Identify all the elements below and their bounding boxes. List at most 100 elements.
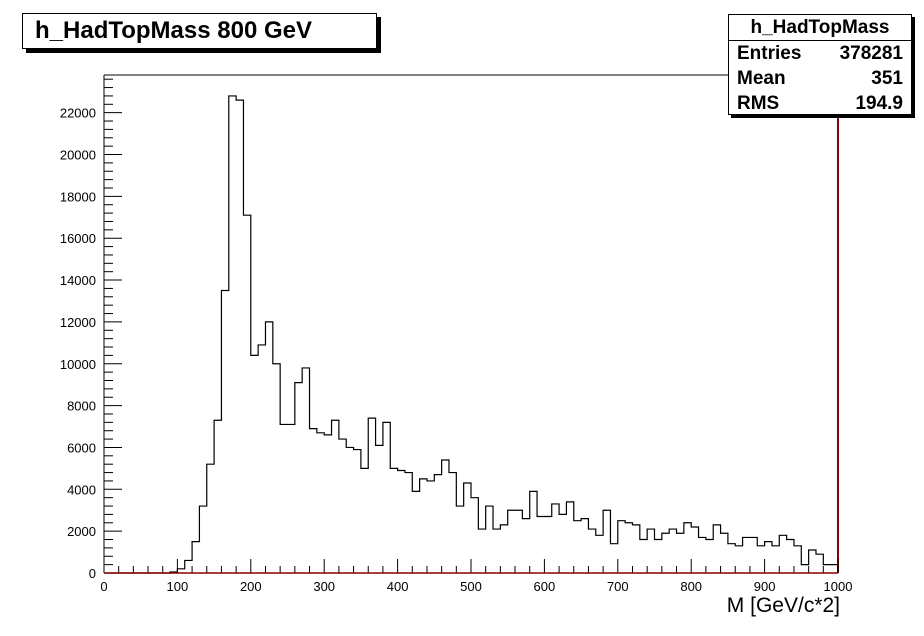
histogram-bin xyxy=(706,540,713,573)
histogram-bin xyxy=(816,554,823,573)
histogram-bin xyxy=(618,521,625,573)
histogram-bin xyxy=(471,498,478,573)
x-tick-label: 200 xyxy=(240,579,262,594)
stats-value: 378281 xyxy=(839,43,903,64)
y-tick-label: 4000 xyxy=(67,482,96,497)
histogram-bin xyxy=(258,345,265,573)
histogram-bin xyxy=(757,546,764,573)
y-tick-label: 12000 xyxy=(60,315,96,330)
histogram-bin xyxy=(427,481,434,573)
histogram-bin xyxy=(625,523,632,573)
histogram-bin xyxy=(794,546,801,573)
histogram-bin xyxy=(552,504,559,573)
histogram-bin xyxy=(302,368,309,573)
y-tick-label: 10000 xyxy=(60,357,96,372)
histogram-bin xyxy=(530,491,537,573)
histogram-bin xyxy=(713,525,720,573)
histogram-bin xyxy=(566,502,573,573)
histogram-bin xyxy=(383,422,390,573)
histogram-bin xyxy=(339,439,346,573)
histogram-bin xyxy=(684,523,691,573)
stats-label: RMS xyxy=(737,93,780,114)
histogram-bin xyxy=(361,468,368,573)
plot-title: h_HadTopMass 800 GeV xyxy=(35,17,312,44)
histogram-bin xyxy=(515,510,522,573)
histogram-bin xyxy=(596,535,603,573)
histogram-bin xyxy=(691,527,698,573)
histogram-bin xyxy=(405,473,412,573)
histogram-bin xyxy=(185,560,192,573)
histogram-bin xyxy=(647,529,654,573)
y-tick-label: 14000 xyxy=(60,273,96,288)
histogram-bin xyxy=(831,565,838,573)
histogram-bin xyxy=(449,473,456,573)
histogram-bin xyxy=(801,565,808,573)
histogram-bin xyxy=(544,517,551,573)
histogram-bin xyxy=(493,529,500,573)
histogram-bin xyxy=(787,540,794,573)
x-tick-label: 300 xyxy=(313,579,335,594)
x-tick-label: 400 xyxy=(387,579,409,594)
histogram-bin xyxy=(610,544,617,573)
histogram-bin xyxy=(354,450,361,573)
histogram-bin xyxy=(508,510,515,573)
histogram-bins xyxy=(104,95,839,574)
histogram-bin xyxy=(662,533,669,573)
histogram-bin xyxy=(442,460,449,573)
stats-row-entries: Entries 378281 xyxy=(729,41,911,66)
histogram-bin xyxy=(743,537,750,573)
y-tick-label: 16000 xyxy=(60,231,96,246)
histogram-bin xyxy=(699,537,706,573)
histogram-bin xyxy=(221,291,228,573)
stats-box: h_HadTopMass Entries 378281 Mean 351 RMS… xyxy=(728,14,912,115)
x-tick-label: 100 xyxy=(167,579,189,594)
histogram-bin xyxy=(677,533,684,573)
stats-name: h_HadTopMass xyxy=(729,15,911,41)
y-tick-label: 0 xyxy=(89,566,96,581)
histogram-bin xyxy=(750,537,757,573)
histogram-bin xyxy=(809,550,816,573)
histogram-bin xyxy=(199,506,206,573)
histogram-bin xyxy=(486,506,493,573)
x-tick-label: 500 xyxy=(460,579,482,594)
x-axis-title: M [GeV/c*2] xyxy=(726,594,840,617)
histogram-outline xyxy=(104,95,839,574)
histogram-bin xyxy=(721,533,728,573)
histogram-bin xyxy=(295,383,302,573)
x-tick-label: 0 xyxy=(100,579,107,594)
histogram-bin xyxy=(398,470,405,573)
histogram-bin xyxy=(765,542,772,573)
histogram-bin xyxy=(192,542,199,573)
histogram-bin xyxy=(456,506,463,573)
histogram-bin xyxy=(332,420,339,573)
histogram-bin xyxy=(735,546,742,573)
stats-label: Entries xyxy=(737,43,802,64)
y-axis: 0 2000 4000 6000 8000 10000 12000 14000 16000 180… xyxy=(60,78,122,581)
stats-value: 351 xyxy=(871,68,903,89)
histogram-bin xyxy=(412,491,419,573)
histogram-bin xyxy=(390,468,397,573)
histogram-bin xyxy=(478,529,485,573)
histogram-bin xyxy=(522,519,529,573)
histogram-bin xyxy=(376,445,383,573)
x-tick-label: 700 xyxy=(607,579,629,594)
histogram-bin xyxy=(574,521,581,573)
histogram-bin xyxy=(772,546,779,573)
stats-row-rms: RMS 194.9 xyxy=(729,91,911,116)
histogram-bin xyxy=(273,364,280,573)
histogram-bin xyxy=(214,420,221,573)
histogram-bin xyxy=(464,483,471,573)
histogram-bin xyxy=(581,519,588,573)
histogram-bin xyxy=(500,525,507,573)
y-tick-label: 18000 xyxy=(60,189,96,204)
histogram-bin xyxy=(236,100,243,573)
histogram-bin xyxy=(779,535,786,573)
histogram-bin xyxy=(288,424,295,573)
histogram-bin xyxy=(243,215,250,573)
x-tick-label: 800 xyxy=(680,579,702,594)
histogram-bin xyxy=(420,479,427,573)
x-tick-label: 1000 xyxy=(824,579,853,594)
histogram-bin xyxy=(346,447,353,573)
histogram-bin xyxy=(669,529,676,573)
